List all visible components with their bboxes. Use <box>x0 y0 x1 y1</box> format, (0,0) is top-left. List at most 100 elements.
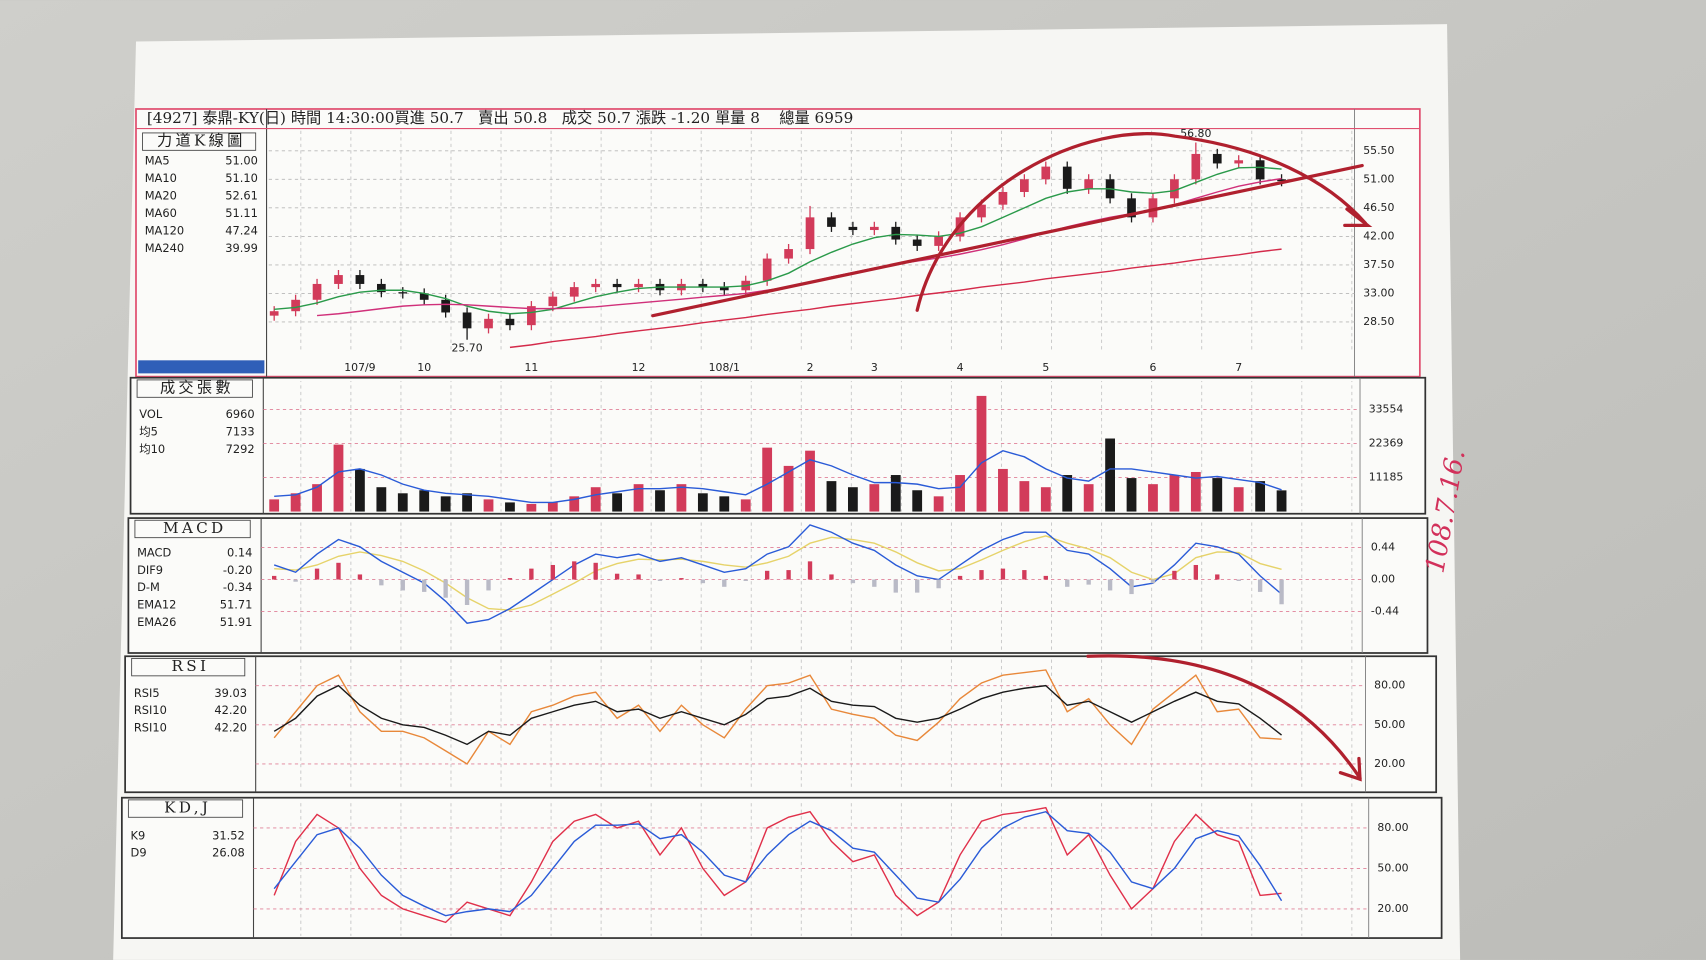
legend-name: D-M <box>137 580 160 594</box>
bar <box>1276 490 1287 512</box>
bar <box>657 579 663 581</box>
series-line <box>274 166 1282 315</box>
candle-body <box>805 217 815 250</box>
bar <box>872 579 877 587</box>
legend-name: MACD <box>137 545 171 559</box>
legend-name: DIF9 <box>137 563 163 577</box>
bar <box>979 570 984 580</box>
candle-body <box>505 318 515 326</box>
legend-value: 51.10 <box>225 171 258 185</box>
bar <box>1169 475 1180 512</box>
legend-value: 52.61 <box>225 189 258 203</box>
bar <box>462 493 472 512</box>
legend-name: EMA26 <box>137 615 176 629</box>
bar <box>786 570 791 580</box>
bar <box>614 573 620 580</box>
bar <box>912 490 923 512</box>
bar <box>397 493 408 512</box>
series-line <box>274 449 1282 504</box>
bar <box>357 574 363 580</box>
bar <box>1086 579 1091 585</box>
trend-line <box>651 163 1364 318</box>
candle-body <box>291 299 300 312</box>
candle-body <box>441 299 451 313</box>
bar <box>976 395 987 512</box>
bar <box>569 496 580 512</box>
bar <box>826 481 837 512</box>
y-tick-label: 51.00 <box>1363 172 1394 185</box>
bar <box>1000 568 1006 580</box>
bar <box>636 574 641 580</box>
candle-body <box>1062 166 1072 189</box>
candle-body <box>612 283 622 288</box>
bar <box>890 475 901 512</box>
legend-name: RSI10 <box>134 703 167 717</box>
bar <box>1107 579 1113 591</box>
x-tick-label: 3 <box>871 361 878 374</box>
bar <box>1255 481 1266 512</box>
bar <box>1022 570 1027 580</box>
x-tick-label: 10 <box>417 361 431 374</box>
legend-value: 31.52 <box>212 828 245 842</box>
bar <box>998 468 1008 512</box>
legend-value: 51.00 <box>225 154 258 168</box>
bar <box>915 579 920 593</box>
x-tick-label: 5 <box>1042 361 1049 374</box>
bar <box>1043 575 1048 580</box>
bar <box>679 578 684 580</box>
bar <box>379 579 384 586</box>
legend-name: VOL <box>139 407 163 421</box>
header: [4927] 泰鼎-KY(日) 時間 14:30:00買進 50.7 賣出 50… <box>147 109 853 127</box>
y-tick-label: 50.00 <box>1374 718 1405 731</box>
x-tick-label: 12 <box>632 361 646 374</box>
legend-value: 7133 <box>226 425 255 439</box>
bar <box>633 484 644 512</box>
legend-name: MA5 <box>145 154 170 168</box>
x-tick-label: 108/1 <box>709 361 740 374</box>
bar <box>764 570 770 580</box>
y-tick-label: 80.00 <box>1374 679 1405 692</box>
series-line <box>273 806 1282 924</box>
legend-strip <box>138 360 265 374</box>
bar <box>893 579 898 593</box>
candle-body <box>977 204 986 218</box>
y-tick-label: 50.00 <box>1377 861 1408 874</box>
candle-body <box>1041 166 1051 180</box>
bar <box>1233 487 1244 512</box>
legend-value: 42.20 <box>214 703 247 717</box>
bar <box>722 579 727 587</box>
legend-value: 39.03 <box>214 686 247 700</box>
bar <box>419 490 430 512</box>
bar <box>655 490 665 512</box>
y-tick-label: 0.00 <box>1371 573 1395 586</box>
x-tick-label: 107/9 <box>344 361 375 374</box>
panel-title: 成交張數 <box>160 379 234 397</box>
x-tick-label: 11 <box>524 361 538 374</box>
bar <box>333 444 344 512</box>
candle-body <box>462 312 472 329</box>
bar <box>1062 475 1073 512</box>
bar <box>783 465 794 512</box>
bar <box>1172 570 1177 580</box>
bar <box>1083 484 1094 512</box>
legend-name: 均10 <box>139 442 165 456</box>
candle-body <box>634 283 643 288</box>
bar <box>269 499 280 512</box>
bar <box>440 496 451 512</box>
legend-name: MA120 <box>145 223 184 237</box>
bar <box>612 493 623 512</box>
candle-body <box>784 249 793 259</box>
panels: [4927] 泰鼎-KY(日) 時間 14:30:00買進 50.7 賣出 50… <box>120 108 1443 939</box>
arc-arrow <box>915 132 1368 312</box>
y-tick-label: 11185 <box>1369 471 1404 484</box>
candle-body <box>527 306 536 326</box>
series-line <box>509 248 1282 349</box>
bar <box>1150 579 1156 584</box>
candle-body <box>848 226 858 231</box>
bar <box>805 450 815 512</box>
candle-body <box>1234 160 1244 164</box>
bar <box>700 579 706 584</box>
bar <box>1129 579 1134 595</box>
y-tick-label: 33554 <box>1369 402 1404 415</box>
